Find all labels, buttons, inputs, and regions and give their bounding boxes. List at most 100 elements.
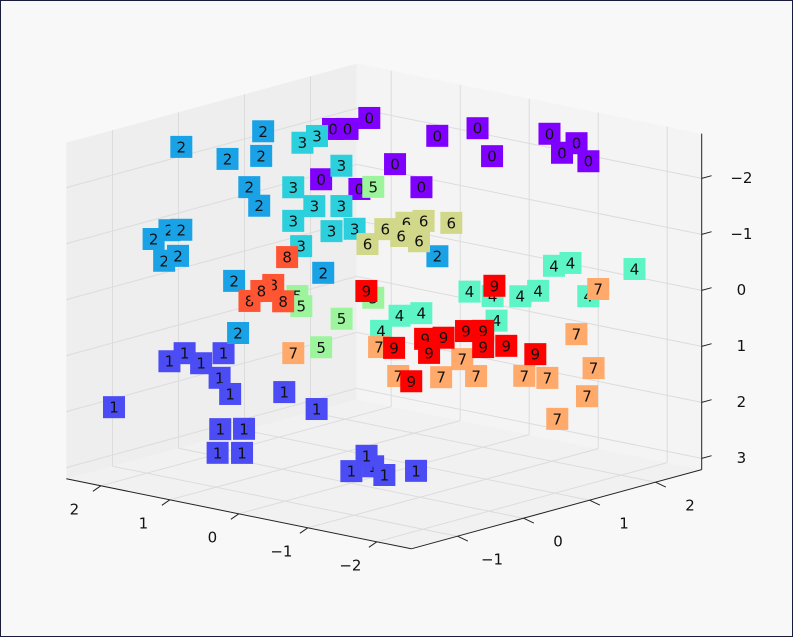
point-label: 2 <box>318 264 328 282</box>
point-marker <box>524 343 547 366</box>
point-label: 2 <box>165 222 175 240</box>
point-label: 4 <box>549 257 559 275</box>
x-tick-label: 0 <box>208 528 218 546</box>
point-label: 3 <box>296 238 306 256</box>
point-label: 2 <box>177 138 187 156</box>
point-marker <box>282 209 305 232</box>
point-label: 0 <box>487 148 497 166</box>
grid-line <box>66 107 357 189</box>
point-marker <box>495 334 518 357</box>
point-label: 8 <box>268 276 278 294</box>
point-marker <box>412 209 435 232</box>
point-label: 7 <box>457 351 467 369</box>
point-marker <box>355 280 378 303</box>
point-label: 4 <box>492 312 502 330</box>
point-label: 3 <box>288 179 298 197</box>
point-marker <box>330 307 353 330</box>
point-marker <box>362 175 385 198</box>
point-label: 9 <box>502 337 512 355</box>
point-label: 1 <box>362 447 372 465</box>
point-marker <box>336 117 359 140</box>
grid-line <box>310 411 656 483</box>
point-label: 1 <box>215 421 225 439</box>
point-marker <box>418 341 441 364</box>
point-marker <box>509 285 532 308</box>
point-label: 9 <box>420 330 430 348</box>
point-label: 9 <box>531 346 541 364</box>
point-label: 6 <box>363 236 373 254</box>
tick-mark <box>655 481 667 488</box>
tick-mark <box>701 231 712 235</box>
point-label: 0 <box>417 179 427 197</box>
point-label: 3 <box>288 212 298 230</box>
point-marker <box>472 336 495 359</box>
point-label: 3 <box>350 220 360 238</box>
point-label: 2 <box>256 147 266 165</box>
point-marker <box>538 122 561 145</box>
point-marker <box>565 323 588 346</box>
point-label: 0 <box>328 120 338 138</box>
point-label: 1 <box>239 420 249 438</box>
point-marker <box>330 154 353 177</box>
point-marker <box>282 342 305 365</box>
point-label: 1 <box>411 462 421 480</box>
z-tick-label: 0 <box>737 281 747 299</box>
point-label: 0 <box>390 156 400 174</box>
point-marker <box>273 381 296 404</box>
point-label: 1 <box>213 444 223 462</box>
point-label: 3 <box>310 198 320 216</box>
point-label: 4 <box>566 254 576 272</box>
point-label: 4 <box>395 307 405 325</box>
point-label: 2 <box>173 247 183 265</box>
point-label: 9 <box>389 339 399 357</box>
tick-mark <box>589 499 601 506</box>
point-marker <box>252 120 275 143</box>
point-label: 0 <box>365 109 375 127</box>
point-label: 9 <box>478 322 488 340</box>
z-tick-label: −2 <box>730 169 752 187</box>
point-marker <box>527 279 550 302</box>
point-marker <box>248 194 271 217</box>
point-label: 5 <box>368 178 378 196</box>
point-marker <box>426 124 449 147</box>
point-label: 1 <box>380 467 390 485</box>
point-label: 7 <box>589 360 599 378</box>
point-marker <box>513 364 536 387</box>
point-marker <box>388 304 411 327</box>
point-label: 0 <box>343 120 353 138</box>
x-tick-label: −2 <box>339 556 361 574</box>
point-label: 1 <box>165 353 175 371</box>
x-axis-line <box>66 478 412 550</box>
point-label: 8 <box>282 249 292 267</box>
point-marker <box>305 124 328 147</box>
point-marker <box>384 153 407 176</box>
point-marker <box>536 366 559 389</box>
point-marker <box>330 195 353 218</box>
point-label: 6 <box>447 214 457 232</box>
point-label: 9 <box>424 344 434 362</box>
point-label: 0 <box>473 120 483 138</box>
point-label: 8 <box>257 282 267 300</box>
point-marker <box>356 233 379 256</box>
point-label: 2 <box>177 221 187 239</box>
point-label: 1 <box>219 345 229 363</box>
x-tick-label: 2 <box>70 500 80 518</box>
point-label: 1 <box>368 458 378 476</box>
point-label: 1 <box>312 401 322 419</box>
point-label: 4 <box>516 288 526 306</box>
point-label: 0 <box>355 180 365 198</box>
point-label: 7 <box>520 367 530 385</box>
z-tick-label: 3 <box>737 449 747 467</box>
point-label: 5 <box>297 298 307 316</box>
point-marker <box>233 417 256 440</box>
point-label: 1 <box>215 369 225 387</box>
point-marker <box>312 261 335 284</box>
y-tick-label: 2 <box>685 497 695 515</box>
point-label: 8 <box>245 292 255 310</box>
point-label: 1 <box>180 345 190 363</box>
point-marker <box>559 251 582 274</box>
point-label: 4 <box>465 283 475 301</box>
point-marker <box>565 132 588 155</box>
grid-line <box>356 107 702 179</box>
